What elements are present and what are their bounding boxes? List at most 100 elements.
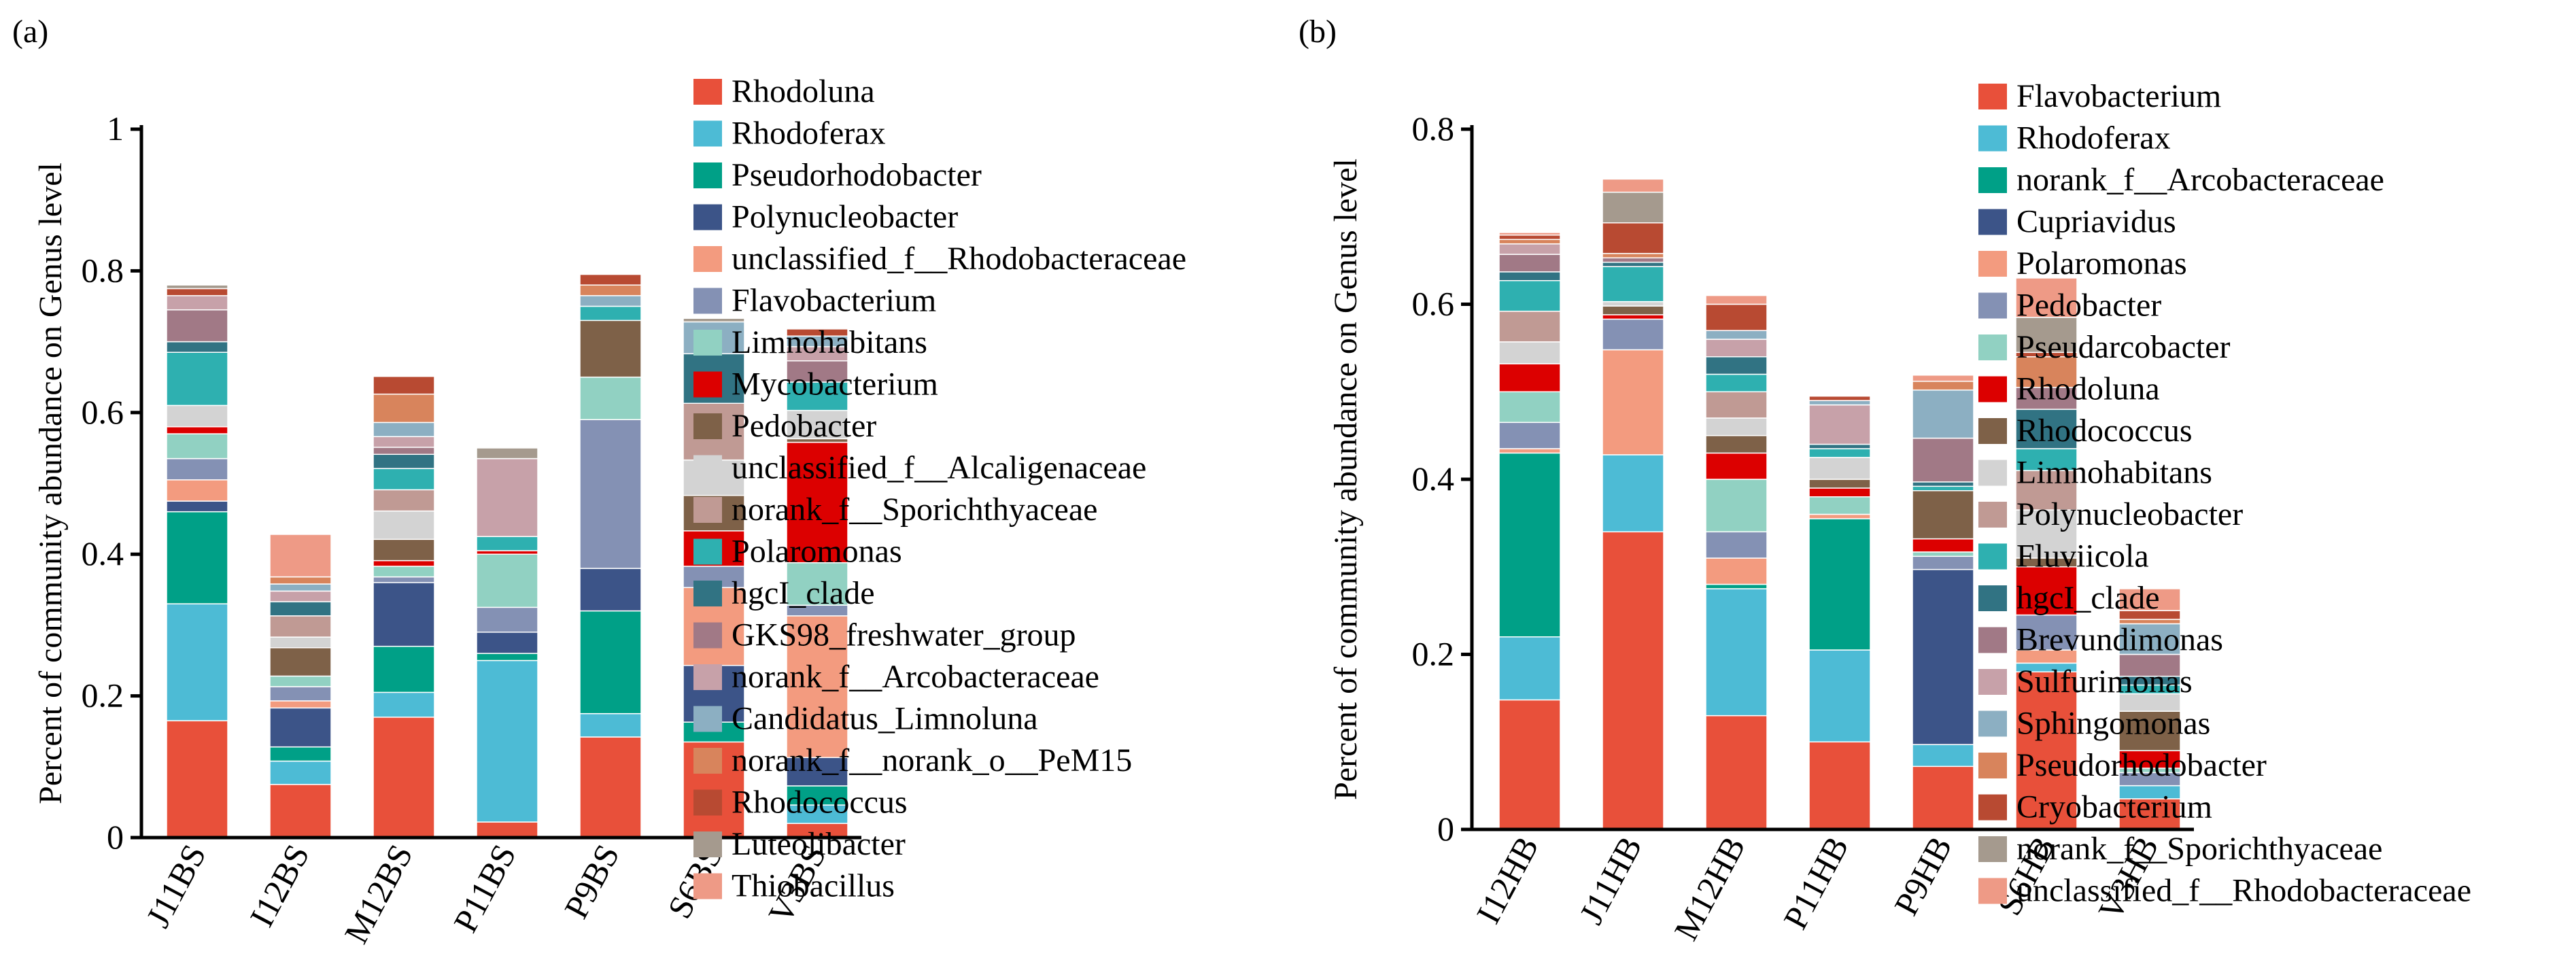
bar-segment-M12HB-Rhodococcus — [1705, 434, 1768, 454]
bar-segment-I12BS-Flavobacterium — [269, 686, 332, 702]
bar-segment-J11HB-unclassified_f__Rhodobacteraceae — [1602, 178, 1664, 193]
bar-segment-P11HB-Rhodoluna — [1808, 487, 1871, 498]
y-tick-label: 0.6 — [1412, 285, 1455, 323]
panel-label: (a) — [12, 14, 48, 50]
bar-segment-I12HB-hgcI_clade — [1498, 271, 1561, 281]
legend-swatch — [693, 120, 722, 147]
legend-label: norank_f__Sporichthyaceae — [732, 492, 1097, 528]
bar-segment-P9HB-Pseudorhodobacter — [1912, 381, 1974, 391]
y-tick-label: 0 — [1437, 810, 1454, 848]
x-tick-label: J11HB — [1572, 830, 1649, 930]
bar-segment-V3HB-Sphingomonas — [2118, 623, 2181, 655]
bar-segment-P11HB-Rhodoferax — [1808, 649, 1871, 742]
y-tick-label: 0 — [107, 818, 124, 856]
bar-segment-I12HB-Fluviicola — [1498, 279, 1561, 312]
bar-segment-P9HB-Brevundimonas — [1912, 437, 1974, 483]
bar-segment-P11BS-Rhodoluna — [476, 821, 538, 838]
bar-segment-V3HB-Brevundimonas — [2118, 653, 2181, 677]
bar-segment-V3HB-Limnohabitans — [2118, 693, 2181, 712]
bar-segment-I12BS-Polynucleobacter — [269, 707, 332, 748]
bar-segment-J11HB-Rhodococcus — [1602, 305, 1664, 315]
y-tick-label: 0.8 — [1412, 109, 1455, 148]
bar-segment-P11HB-Cryobacterium — [1808, 395, 1871, 401]
bar-segment-V3BS-Rhodococcus — [786, 328, 848, 337]
legend-label: Rhodoluna — [2016, 371, 2160, 407]
legend-label: Pseudorhodobacter — [2016, 747, 2267, 783]
bar-segment-J11BS-Limnohabitans — [166, 433, 228, 460]
bar-segment-M12BS-Polynucleobacter — [373, 582, 435, 647]
legend-label: Polynucleobacter — [2016, 496, 2243, 532]
bar-segment-P9BS-Limnohabitans — [579, 376, 642, 420]
bar-segment-M12HB-Sphingomonas — [1705, 330, 1768, 340]
bar-segment-P9BS-Rhodococcus — [579, 273, 642, 286]
legend-swatch — [1978, 836, 2007, 862]
bar-segment-S6HB-Pedobacter — [2015, 614, 2078, 651]
bar-segment-S6HB-unclassified_f__Rhodobacteraceae — [2015, 277, 2078, 318]
bar-segment-P11HB-Rhodococcus — [1808, 479, 1871, 489]
bar-segment-J11BS-Rhodoluna — [166, 720, 228, 838]
bar-segment-P11HB-Limnohabitans — [1808, 457, 1871, 480]
bar-segment-S6HB-hgcI_clade — [2015, 409, 2078, 449]
bar-segment-M12HB-hgcI_clade — [1705, 356, 1768, 375]
legend-swatch — [693, 831, 722, 857]
legend-swatch — [693, 162, 722, 188]
legend-label: norank_f__Sporichthyaceae — [2016, 831, 2382, 867]
bar-segment-P9HB-Rhodoferax — [1912, 744, 1974, 768]
bar-segment-P11HB-Polaromonas — [1808, 513, 1871, 519]
bar-segment-P9HB-Rhodococcus — [1912, 489, 1974, 540]
panel-label: (b) — [1299, 14, 1337, 50]
y-tick-label: 0.6 — [82, 393, 124, 431]
legend-swatch — [693, 706, 722, 732]
bar-segment-J11HB-Fluviicola — [1602, 266, 1664, 303]
legend-swatch — [1978, 627, 2007, 653]
bar-segment-S6HB-Fluviicola — [2015, 448, 2078, 471]
bar-segment-J11HB-Rhodoferax — [1602, 454, 1664, 533]
legend-swatch — [693, 538, 722, 565]
legend-label: Polynucleobacter — [732, 199, 958, 235]
bar-segment-I12HB-Sulfurimonas — [1498, 243, 1561, 255]
legend-swatch — [693, 204, 722, 230]
legend-swatch — [693, 246, 722, 272]
y-tick-label: 0.2 — [82, 676, 124, 715]
bar-segment-I12HB-Cryobacterium — [1498, 235, 1561, 240]
legend-label: Sulfurimonas — [2016, 664, 2193, 700]
bar-segment-P9HB-Pseudarcobacter — [1912, 551, 1974, 557]
legend: Flavobacterium Rhodoferax norank_f__Arcoba… — [1978, 78, 2471, 909]
bar-segment-P11BS-Polaromonas — [476, 536, 538, 551]
bar-segment-J11BS-Pseudorhodobacter — [166, 511, 228, 604]
bar-segment-J11BS-hgcI_clade — [166, 341, 228, 353]
bar-segment-I12HB-Pseudarcobacter — [1498, 391, 1561, 424]
x-tick-label: I12HB — [1469, 830, 1545, 929]
bar-segment-I12HB-Pseudorhodobacter — [1498, 239, 1561, 245]
legend-swatch — [693, 79, 722, 105]
legend-swatch — [1978, 251, 2007, 277]
bar-segment-P11BS-Flavobacterium — [476, 606, 538, 633]
bar-segment-S6HB-norank_f__Sporichthyaceae — [2015, 317, 2078, 354]
bar-segment-I12HB-Polaromonas — [1498, 448, 1561, 454]
bar-segment-V3BS-Mycobacterium — [786, 441, 848, 564]
legend-label: Pedobacter — [2016, 288, 2161, 324]
bar-segment-P11HB-norank_f__Arcobacteraceae — [1808, 518, 1871, 651]
legend-label: hgcI_clade — [2016, 580, 2160, 616]
bar-segment-M12HB-Fluviicola — [1705, 373, 1768, 392]
bar-segment-V3BS-unclassified_f__Rhodobacteraceae — [786, 615, 848, 759]
bar-segment-I12HB-Flavobacterium — [1498, 699, 1561, 830]
bar-segment-M12BS-Polaromonas — [373, 468, 435, 491]
legend-swatch — [1978, 794, 2007, 821]
bar-segment-J11BS-Rhodoferax — [166, 603, 228, 721]
bar-segment-I12BS-Pedobacter — [269, 647, 332, 677]
bar-segment-J11HB-hgcI_clade — [1602, 261, 1664, 267]
bar-segment-M12HB-Cryobacterium — [1705, 303, 1768, 331]
bar-segment-S6BS-Luteolibacter — [683, 317, 745, 323]
bar-segment-I12BS-Pseudorhodobacter — [269, 746, 332, 762]
legend-swatch — [1978, 502, 2007, 528]
legend-swatch — [1978, 292, 2007, 319]
bar-segment-M12BS-norank_f__norank_o__PeM15 — [373, 393, 435, 424]
legend-swatch — [1978, 710, 2007, 737]
bar-segment-P11BS-Polynucleobacter — [476, 632, 538, 654]
bar-segment-I12HB-Polynucleobacter — [1498, 311, 1561, 343]
legend-label: Cupriavidus — [2016, 204, 2176, 240]
bar-segment-J11HB-Pseudorhodobacter — [1602, 253, 1664, 259]
y-tick-label: 0.4 — [82, 534, 124, 572]
bar-segment-I12BS-Limnohabitans — [269, 675, 332, 687]
